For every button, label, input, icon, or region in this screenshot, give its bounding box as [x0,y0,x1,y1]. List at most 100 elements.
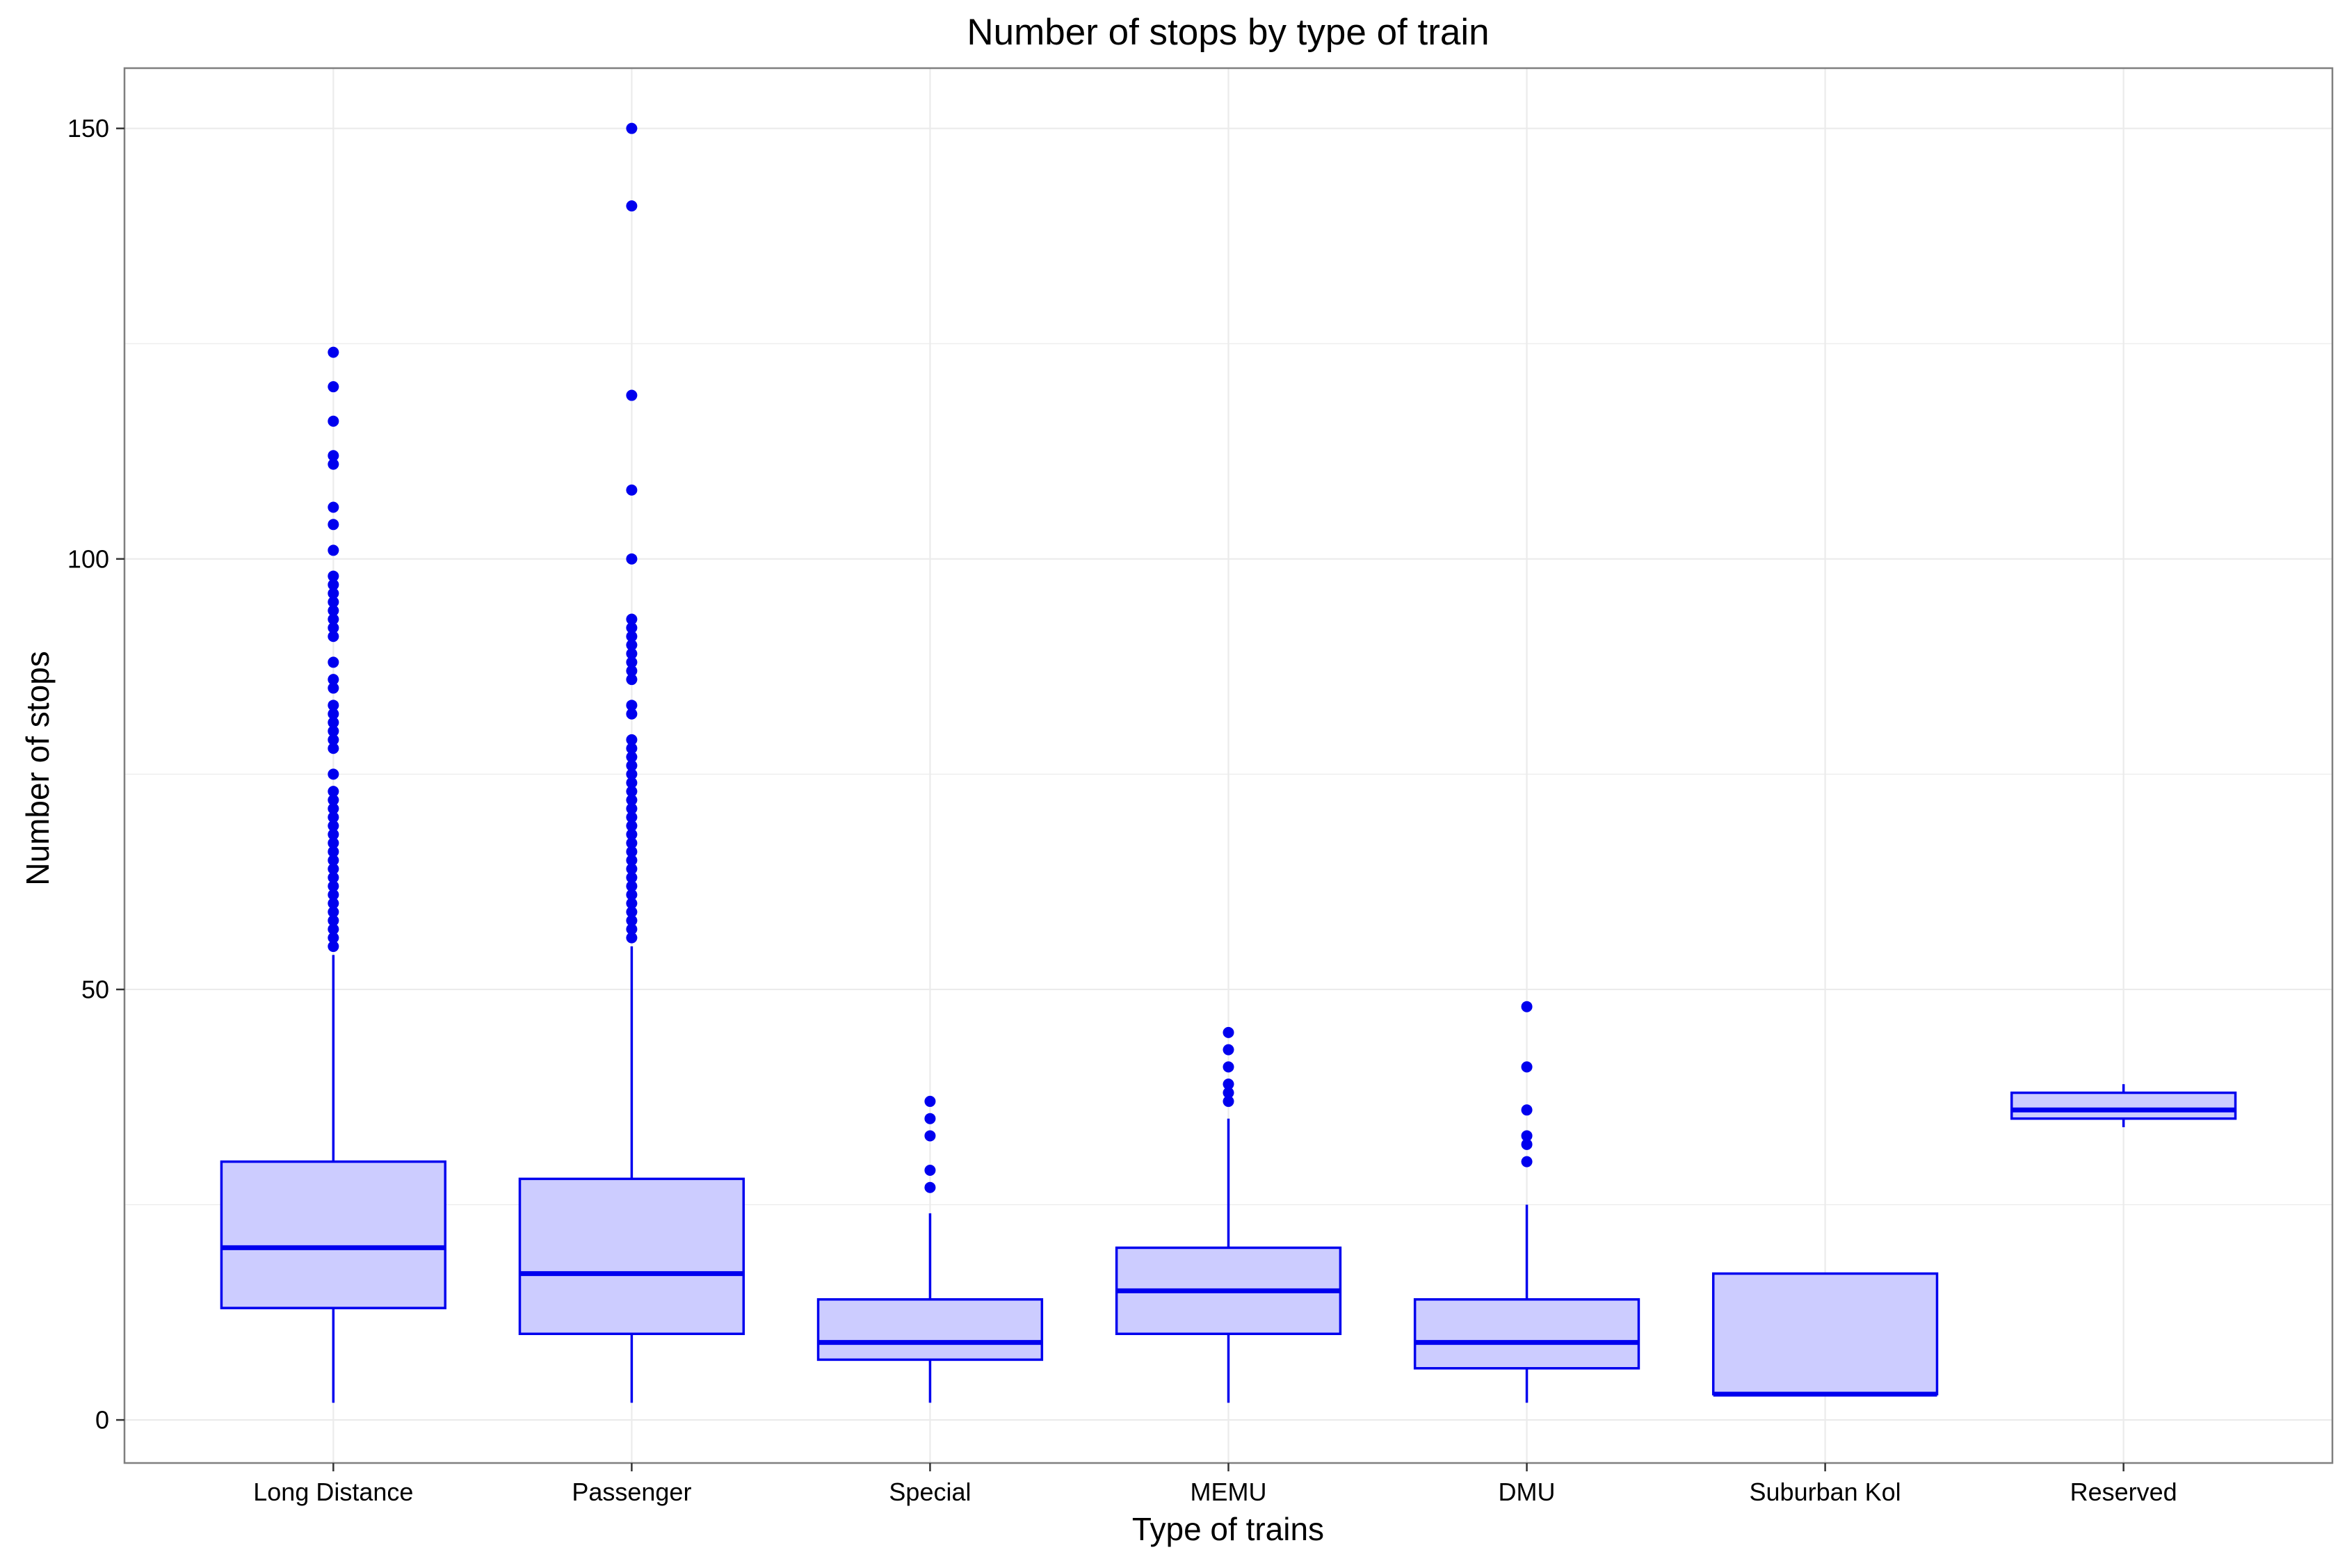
outlier-point [328,596,339,608]
outlier-point [1521,1130,1533,1142]
box-iqr [220,1160,446,1309]
outlier-point [1521,1061,1533,1073]
outlier-point [328,863,339,875]
y-tick-label: 0 [95,1406,109,1434]
outlier-point [328,717,339,729]
outlier-point [328,941,339,953]
outlier-point [626,484,638,496]
outlier-point [328,932,339,944]
outlier-point [328,544,339,556]
outlier-point [328,415,339,427]
box-iqr [1711,1272,1939,1396]
x-tick-label: Passenger [572,1478,691,1506]
outlier-point [328,700,339,711]
outlier-point [626,656,638,668]
outlier-point [626,914,638,926]
outlier-point [328,346,339,358]
outlier-point [328,923,339,935]
box-iqr [2010,1091,2237,1120]
outlier-point [924,1113,936,1124]
outlier-point [626,622,638,633]
outlier-point [1521,1138,1533,1150]
chart-title: Number of stops by type of train [967,12,1489,53]
outlier-point [328,914,339,926]
outlier-point [626,837,638,849]
outlier-point [924,1095,936,1107]
outlier-point [626,648,638,660]
outlier-point [328,450,339,462]
outlier-point [328,622,339,633]
outlier-point [328,871,339,883]
outlier-point [626,734,638,745]
outlier-point [626,871,638,883]
outlier-point [626,820,638,832]
outlier-point [328,880,339,892]
box-iqr [1413,1298,1640,1370]
outlier-point [328,631,339,642]
box-iqr [816,1298,1044,1361]
outlier-point [626,200,638,212]
outlier-point [626,786,638,798]
outlier-point [328,579,339,590]
outlier-point [328,588,339,599]
outlier-point [626,639,638,651]
box-iqr [518,1177,745,1336]
y-tick-label: 150 [67,114,109,143]
plot-area: 0 50 100 150 Long Distance Passenger Special ME… [67,67,2334,1506]
outlier-point [328,802,339,814]
outlier-point [626,898,638,910]
outlier-point [626,802,638,814]
y-tick-label: 100 [67,544,109,573]
outlier-point [626,846,638,857]
outlier-point [924,1181,936,1193]
outlier-point [328,458,339,470]
outlier-point [626,923,638,935]
outlier-point [1521,1104,1533,1116]
outlier-point [328,605,339,617]
outlier-point [924,1164,936,1176]
outlier-point [328,898,339,910]
outlier-point [328,613,339,625]
outlier-point [626,674,638,686]
outlier-point [328,381,339,393]
outlier-point [626,880,638,892]
x-tick-label: DMU [1499,1478,1556,1506]
outlier-point [626,777,638,789]
outlier-point [626,613,638,625]
x-tick-label: Long Distance [253,1478,413,1506]
outlier-point [1223,1026,1234,1038]
outlier-point [328,820,339,832]
x-tick-label: Reserved [2070,1478,2177,1506]
outlier-point [924,1130,936,1142]
outlier-point [328,708,339,720]
outlier-point [626,700,638,711]
outlier-point [626,665,638,677]
outlier-point [626,768,638,780]
x-tick-label: MEMU [1191,1478,1267,1506]
outlier-point [328,501,339,513]
outlier-point [626,389,638,401]
outlier-point [626,889,638,900]
x-axis-title: Type of trains [1132,1511,1324,1547]
outlier-point [328,846,339,857]
outlier-point [626,743,638,754]
outlier-point [1521,1156,1533,1167]
outlier-point [626,760,638,771]
outlier-point [626,122,638,134]
outlier-point [1521,1001,1533,1012]
outlier-point [626,855,638,866]
outlier-point [328,906,339,918]
outlier-point [328,674,339,686]
outlier-point [1223,1095,1234,1107]
outlier-point [328,811,339,823]
y-tick-label: 50 [81,975,109,1003]
outlier-point [328,743,339,754]
outlier-point [328,855,339,866]
outlier-point [328,734,339,745]
outlier-point [328,786,339,798]
outlier-point [626,932,638,944]
outlier-point [626,906,638,918]
outlier-point [328,570,339,582]
